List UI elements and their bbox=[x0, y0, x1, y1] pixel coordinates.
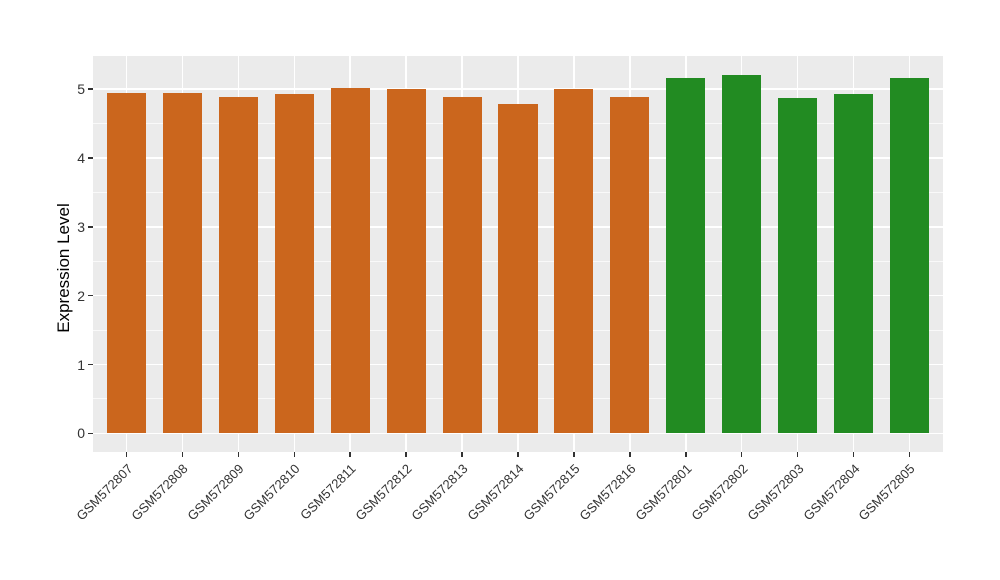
x-tick bbox=[629, 452, 631, 457]
bar-GSM572810 bbox=[274, 93, 314, 434]
bar-GSM572802 bbox=[722, 74, 762, 434]
x-tick bbox=[405, 452, 407, 457]
x-tick bbox=[573, 452, 575, 457]
bar-GSM572815 bbox=[554, 89, 594, 434]
x-tick bbox=[125, 452, 128, 457]
bar-GSM572801 bbox=[666, 78, 706, 434]
x-tick-label: GSM572804 bbox=[799, 461, 863, 524]
bar-GSM572816 bbox=[610, 96, 650, 434]
bar-GSM572803 bbox=[778, 98, 818, 434]
bar-GSM572807 bbox=[106, 92, 147, 434]
y-tick-label: 2 bbox=[77, 287, 85, 304]
x-tick-label: GSM572805 bbox=[855, 461, 919, 524]
x-tick bbox=[461, 452, 463, 457]
x-tick bbox=[181, 452, 184, 457]
x-tick bbox=[349, 452, 351, 457]
x-tick-label: GSM572816 bbox=[576, 461, 639, 524]
bar-GSM572814 bbox=[498, 104, 538, 434]
bar-GSM572804 bbox=[833, 93, 874, 434]
x-tick bbox=[517, 452, 519, 457]
y-tick-label: 5 bbox=[77, 81, 85, 98]
x-tick-label: GSM572809 bbox=[184, 461, 248, 524]
x-tick bbox=[796, 452, 799, 457]
bar-GSM572813 bbox=[442, 96, 482, 434]
x-tick-label: GSM572815 bbox=[520, 461, 583, 524]
x-tick-label: GSM572802 bbox=[688, 461, 751, 524]
x-tick-label: GSM572808 bbox=[128, 461, 192, 524]
x-tick-label: GSM572803 bbox=[743, 461, 807, 524]
y-tick bbox=[88, 226, 93, 228]
x-tick-label: GSM572814 bbox=[464, 461, 527, 524]
bar-GSM572809 bbox=[218, 96, 258, 434]
y-tick-label: 3 bbox=[77, 218, 85, 235]
x-tick-label: GSM572812 bbox=[352, 461, 415, 524]
y-tick-label: 1 bbox=[77, 356, 85, 373]
bar-GSM572805 bbox=[889, 78, 930, 434]
y-tick-label: 0 bbox=[77, 425, 85, 442]
y-tick bbox=[88, 157, 93, 159]
bar-GSM572808 bbox=[162, 92, 203, 434]
plot-panel bbox=[93, 56, 943, 452]
x-tick-label: GSM572801 bbox=[632, 461, 695, 524]
y-tick bbox=[88, 88, 93, 90]
x-tick bbox=[237, 452, 240, 457]
x-tick-label: GSM572807 bbox=[72, 461, 136, 524]
y-tick bbox=[88, 363, 93, 366]
bar-GSM572811 bbox=[330, 88, 370, 434]
x-tick bbox=[685, 452, 687, 457]
x-tick bbox=[852, 452, 855, 457]
y-tick bbox=[88, 294, 93, 297]
y-tick bbox=[88, 432, 93, 435]
x-tick bbox=[908, 452, 911, 457]
x-tick bbox=[293, 452, 296, 457]
x-tick bbox=[740, 452, 743, 457]
x-tick-label: GSM572810 bbox=[240, 461, 303, 524]
y-tick-label: 4 bbox=[77, 149, 85, 166]
x-tick-label: GSM572813 bbox=[408, 461, 471, 524]
x-tick-label: GSM572811 bbox=[297, 461, 359, 523]
bar-GSM572812 bbox=[386, 89, 426, 434]
